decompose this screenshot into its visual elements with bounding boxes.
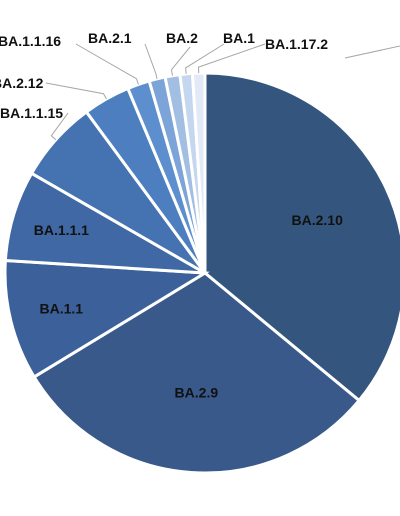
pie-slice-ba-1-17-2 [190,71,207,274]
leader-line-ba-1-1-16 [75,43,139,85]
leader-line-ba-1-1-15 [50,112,69,141]
slice-label-ba-2-9: BA.2.9 [175,385,219,401]
slice-label-ba-1-1-15: BA.1.1.15 [0,105,63,121]
leader-lines [45,43,400,141]
leader-line-ba-2 [170,46,191,76]
leader-line-offscreen [344,45,400,59]
pie-slices [3,71,400,475]
slice-label-ba-1-17-2: BA.1.17.2 [265,36,328,52]
pie-slice-ba-2-9 [32,271,362,475]
slice-label-ba-1: BA.1 [223,30,255,46]
slice-label-ba-1-1: BA.1.1 [40,300,84,316]
pie-slice-ba-1-1 [3,258,210,380]
slice-label-ba-2-12: BA.2.12 [0,75,44,91]
leader-line-ba-1 [185,43,225,74]
slice-label-ba-1-1-16: BA.1.1.16 [0,33,61,49]
leader-line-ba-1-17-2 [198,43,266,74]
slice-label-ba-2-10: BA.2.10 [292,212,344,228]
slice-label-ba-2-1: BA.2.1 [88,30,132,46]
leader-line-ba-2-1 [144,43,158,79]
slice-labels: BA.2.10 BA.2.9 BA.1.1 BA.1.1.1 BA.1.1.15 BA.2… [0,30,343,401]
leader-line-ba-2-12 [45,82,107,100]
pie-slice-ba-2-10 [203,71,400,403]
slice-label-ba-1-1-1: BA.1.1.1 [34,222,89,238]
slice-label-ba-2: BA.2 [166,30,198,46]
